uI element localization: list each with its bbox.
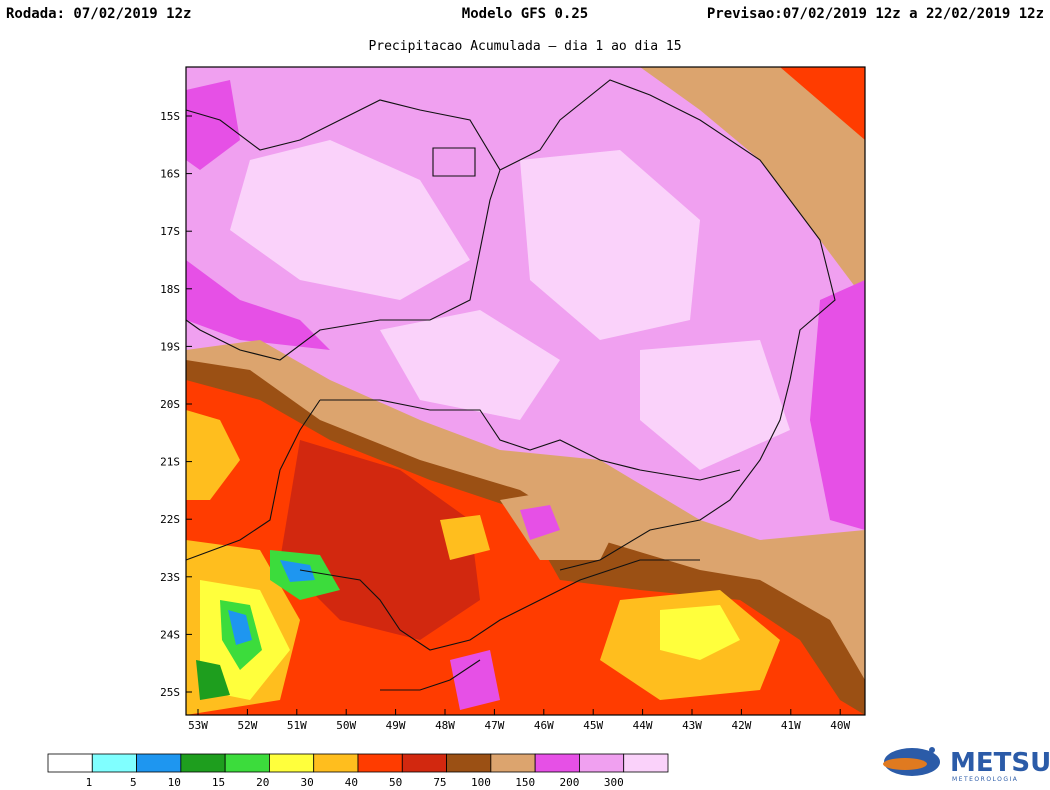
logo-name: METSUL [950,748,1050,778]
lon-label: 48W [435,719,455,732]
lat-label: 23S [160,571,180,584]
colorbar-box [224,753,270,773]
lat-label: 21S [160,456,180,469]
model-label: Modelo GFS 0.25 [462,6,588,22]
colorbar-label: 40 [345,776,358,789]
lon-label: 52W [237,719,257,732]
colorbar-label: 30 [300,776,313,789]
map-subtitle: Precipitacao Acumulada — dia 1 ao dia 15 [368,39,681,54]
lat-label: 22S [160,513,180,526]
colorbar-box [534,753,580,773]
state-borders [185,79,836,691]
lat-label: 24S [160,628,180,641]
colorbar-label: 1 [86,776,93,789]
lat-label: 15S [160,110,180,123]
lon-label: 47W [484,719,504,732]
colorbar-label: 5 [130,776,137,789]
colorbar-box [579,753,625,773]
colorbar-box [91,753,137,773]
lon-label: 53W [188,719,208,732]
lat-label: 20S [160,398,180,411]
colorbar-box [401,753,447,773]
precipitation-field [186,67,865,715]
colorbar-box [490,753,536,773]
lat-label: 18S [160,283,180,296]
colorbar-label: 20 [256,776,269,789]
colorbar-label: 15 [212,776,225,789]
colorbar-box [180,753,226,773]
map-frame [185,66,866,716]
lon-label: 50W [336,719,356,732]
lon-label: 49W [386,719,406,732]
forecast-label: Previsao:07/02/2019 12z a 22/02/2019 12z [707,6,1044,22]
axes: 15S 16S 17S 18S 19S 20S 21S 22S 23S 24S 25S 53W 52W 5… [160,110,850,732]
lon-label: 41W [781,719,801,732]
lon-label: 45W [583,719,603,732]
colorbar-box [357,753,403,773]
logo-tagline: METEOROLOGIA [952,776,1018,783]
colorbar-label: 10 [168,776,181,789]
lat-label: 16S [160,168,180,181]
lon-label: 46W [534,719,554,732]
colorbar-label: 50 [389,776,402,789]
colorbar-box [446,753,492,773]
lon-label: 44W [633,719,653,732]
colorbar-box [623,753,669,773]
colorbar-box [313,753,359,773]
logo: METSUL METEOROLOGIA [883,747,1050,783]
lon-label: 40W [830,719,850,732]
lon-label: 51W [287,719,307,732]
lon-label: 43W [682,719,702,732]
colorbar-box [269,753,315,773]
lat-label: 17S [160,225,180,238]
lon-label: 42W [731,719,751,732]
colorbar-box [47,753,93,773]
colorbar-label: 100 [471,776,491,789]
lat-label: 25S [160,686,180,699]
colorbar-label: 150 [515,776,535,789]
colorbar-box [136,753,182,773]
colorbar-label: 75 [433,776,446,789]
run-label: Rodada: 07/02/2019 12z [6,6,191,22]
colorbar-label: 300 [604,776,624,789]
lat-label: 19S [160,340,180,353]
colorbar: 1 5 10 15 20 30 40 50 75 100 150 200 300 [47,753,669,789]
colorbar-label: 200 [560,776,580,789]
